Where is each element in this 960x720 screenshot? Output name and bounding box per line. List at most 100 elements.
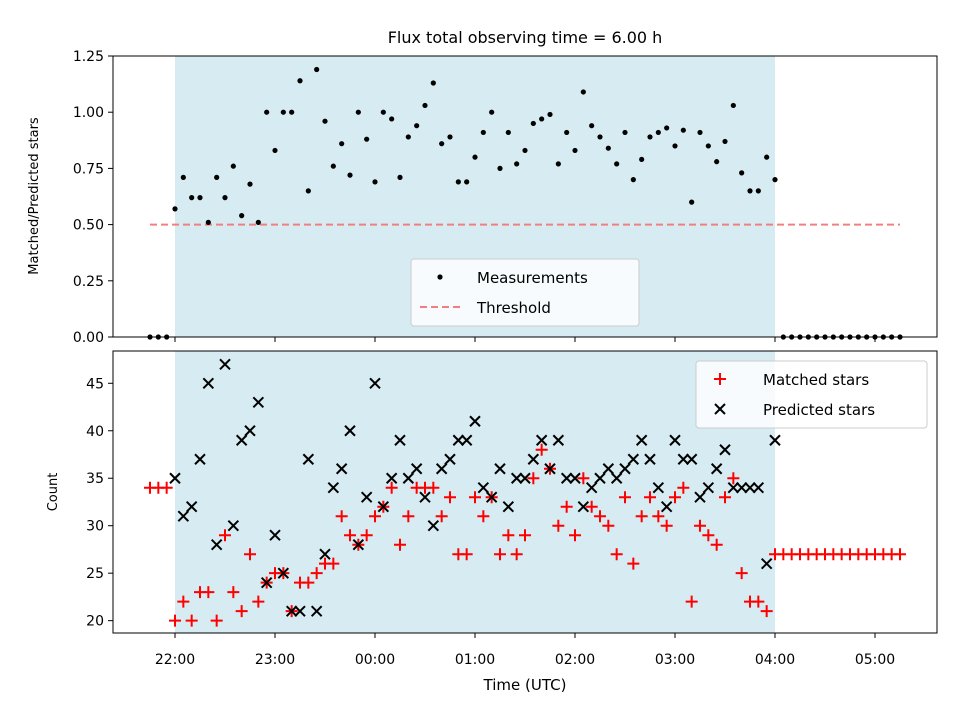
matched-star-point [502,529,515,542]
predicted-star-point [652,482,665,494]
matched-star-point [585,500,598,513]
matched-star-point [252,595,265,608]
matched-star-point [169,614,181,627]
count-x-tick-label: 04:00 [755,652,795,668]
predicted-star-point [460,434,473,446]
predicted-star-point [710,463,723,475]
measurement-point [480,129,486,136]
predicted-star-point [244,425,256,437]
measurement-point [664,125,670,131]
matched-star-point [727,472,740,485]
measurement-point [205,219,211,225]
predicted-star-point [310,605,323,617]
predicted-star-point [210,538,223,551]
matched-star-point [310,567,323,580]
measurement-point [214,174,220,180]
matched-star-point [635,510,648,523]
matched-star-point [644,491,656,504]
measurement-point [539,116,545,122]
predicted-star-point [235,434,248,446]
measurement-point [722,138,728,145]
matched-star-point [685,595,698,608]
count-y-tick-label: 25 [86,566,104,582]
predicted-star-point [519,472,531,484]
measurement-point [572,147,578,154]
measurement-point [380,109,386,115]
measurement-point [472,154,478,160]
predicted-star-point [227,519,240,532]
predicted-star-point [427,519,440,532]
measurement-point [680,127,686,133]
predicted-star-point [602,463,615,475]
count-y-ticks: 20 25 30 35 40 45 [86,376,113,630]
measurement-point [464,179,470,185]
matched-star-point [610,548,623,561]
measurement-point [322,118,328,124]
predicted-star-point [369,377,381,389]
measurement-point [630,177,636,183]
matched-star-point [760,605,773,618]
measurement-point [314,66,320,73]
matched-star-point [594,510,606,523]
predicted-star-point [477,482,490,494]
legend-matched-label: Matched stars [763,371,869,389]
predicted-star-point [269,529,281,541]
measurement-point [239,213,245,219]
measurement-point [430,80,436,86]
predicted-star-point [552,434,565,446]
count-y-tick-label: 20 [86,614,104,630]
matched-star-point [602,519,615,532]
ratio-measurement-points [147,66,903,340]
predicted-star-point [752,482,765,494]
predicted-star-point [302,453,315,465]
predicted-star-point [352,538,365,551]
legend-measurements-marker [437,274,443,280]
measurement-point [622,129,628,136]
matched-star-point [527,472,540,485]
measurement-point [547,111,553,118]
measurement-point [389,116,395,122]
measurement-point [614,161,620,167]
measurement-point [605,145,611,151]
matched-star-point [185,614,198,627]
predicted-star-point [485,491,498,503]
measurement-point [247,181,253,187]
matched-star-point [560,500,573,513]
measurement-point [280,109,286,115]
predicted-star-point [444,453,456,465]
predicted-star-point [677,453,690,465]
count-x-tick-label: 01:00 [455,652,495,668]
predicted-star-point [727,482,740,494]
measurement-point [289,109,295,115]
ratio-y-tick-label: 0.75 [73,161,104,177]
predicted-star-point [560,472,573,484]
measurement-point [230,163,236,169]
measurement-point [439,141,445,147]
measurement-point [564,129,570,136]
ratio-x-ticks [174,337,876,342]
predicted-star-point [719,444,731,456]
predicted-star-point [177,510,190,522]
matched-star-point [385,481,398,494]
measurement-point [305,188,311,194]
matched-star-point [402,510,415,523]
predicted-star-point [294,605,306,617]
measurement-point [222,195,228,201]
predicted-star-point [544,463,556,475]
legend-matched-marker [714,373,726,385]
count-x-tick-label: 23:00 [255,652,295,668]
ratio-y-tick-label: 0.50 [73,218,104,234]
measurement-point [689,199,695,205]
matched-star-point [210,614,223,627]
ratio-chart-title: Flux total observing time = 6.00 h [388,28,663,47]
matched-star-point [577,472,590,485]
count-y-tick-label: 40 [86,424,104,440]
count-x-tick-label: 02:00 [555,652,595,668]
legend-measurements-label: Measurements [477,269,588,287]
predicted-star-point [219,358,231,371]
predicted-star-point [635,434,648,446]
predicted-star-point [277,567,290,579]
measurement-point [705,143,711,149]
matched-star-point [677,481,690,494]
